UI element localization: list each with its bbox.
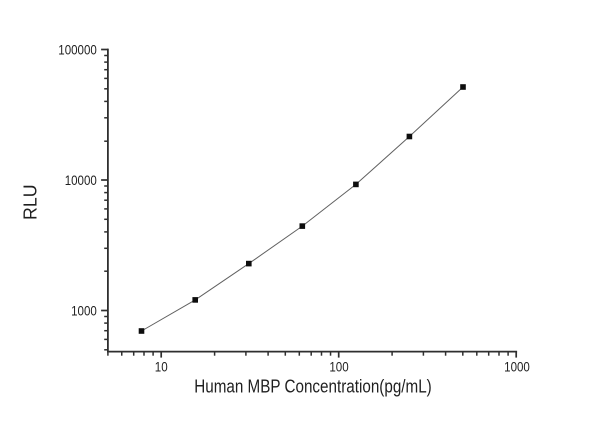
svg-text:1000: 1000 xyxy=(71,303,97,319)
svg-text:RLU: RLU xyxy=(21,184,41,220)
svg-text:10: 10 xyxy=(155,358,168,374)
svg-text:10000: 10000 xyxy=(65,172,97,188)
svg-text:100: 100 xyxy=(329,358,348,374)
svg-text:Human MBP Concentration(pg/mL): Human MBP Concentration(pg/mL) xyxy=(194,377,432,397)
svg-text:100000: 100000 xyxy=(58,42,97,58)
svg-text:1000: 1000 xyxy=(504,358,530,374)
